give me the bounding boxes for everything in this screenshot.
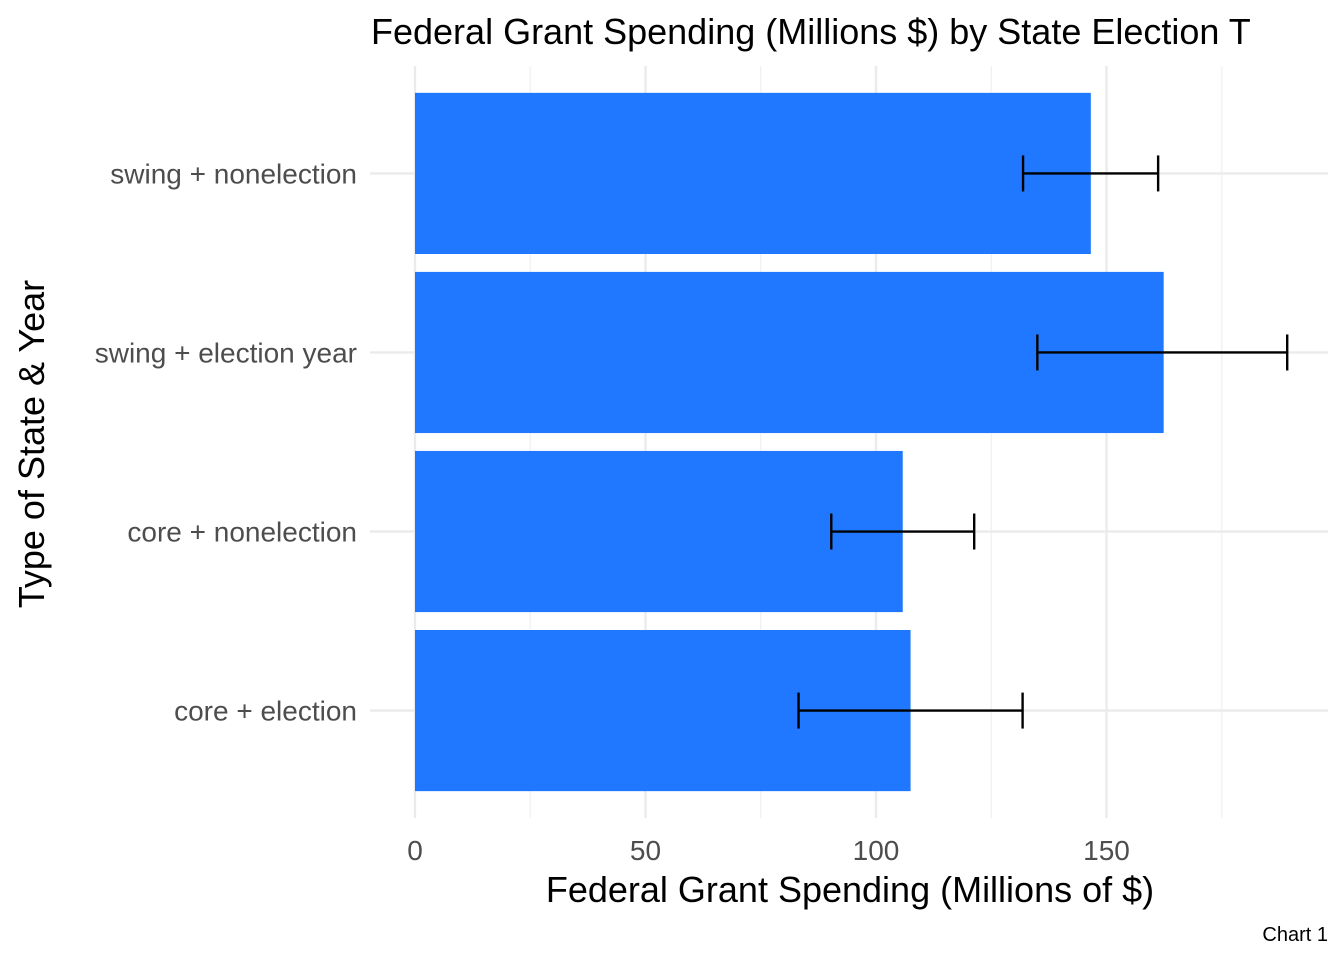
error-bar	[1021, 155, 1160, 192]
x-tick-label: 50	[630, 835, 661, 866]
chart-caption: Chart 1	[1262, 924, 1328, 946]
error-bar	[830, 513, 976, 550]
chart-title: Federal Grant Spending (Millions $) by S…	[371, 11, 1251, 52]
y-axis-title: Type of State & Year	[11, 280, 52, 608]
error-bar	[1036, 334, 1289, 371]
y-tick-label: swing + election year	[95, 337, 357, 368]
error-bars	[797, 155, 1289, 729]
bar	[415, 92, 1091, 254]
x-axis-ticks: 0 50 100 150	[407, 835, 1130, 866]
x-tick-label: 100	[853, 835, 900, 866]
x-tick-label: 0	[407, 835, 423, 866]
y-tick-label: swing + nonelection	[110, 158, 357, 189]
bar	[415, 450, 903, 613]
bars	[415, 92, 1164, 792]
y-tick-label: core + election	[174, 696, 357, 727]
x-tick-label: 150	[1083, 835, 1130, 866]
error-bar	[797, 692, 1024, 729]
x-axis-title: Federal Grant Spending (Millions of $)	[546, 869, 1154, 910]
y-tick-label: core + nonelection	[127, 517, 357, 548]
y-axis-ticks: core + election core + nonelection swing +…	[95, 158, 357, 726]
